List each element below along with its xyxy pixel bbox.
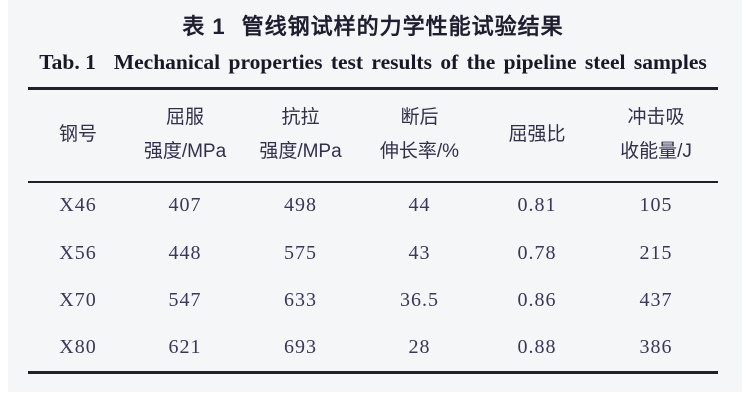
table-caption-en-text: Mechanical properties test results of th… (113, 50, 707, 74)
cell-grade: X80 (59, 336, 97, 359)
table-row-x80: X80 621 693 28 0.88 386 (28, 325, 718, 373)
column-header-yield-strength: 屈服 强度/MPa (143, 107, 227, 163)
table-row-x56: X56 448 575 43 0.78 215 (28, 229, 718, 277)
cell-yield-strength: 448 (168, 241, 202, 264)
cell-tensile-strength: 575 (284, 241, 317, 264)
cell-impact-energy: 437 (639, 289, 673, 312)
header-row: 钢号 屈服 强度/MPa 抗拉 强度/MPa 断后 伸长率/% (28, 89, 718, 182)
cell-elongation: 36.5 (400, 289, 439, 312)
cell-yield-ratio: 0.86 (517, 289, 557, 312)
column-header-impact-energy: 冲击吸 收能量/J (620, 107, 692, 163)
cell-yield-strength: 621 (168, 336, 202, 359)
table-caption-zh-label: 表 1 (182, 14, 226, 39)
cell-impact-energy: 215 (639, 241, 673, 264)
cell-grade: X46 (59, 194, 97, 217)
table-caption-en: Tab. 1 Mechanical properties test result… (8, 50, 738, 75)
cell-tensile-strength: 633 (284, 289, 317, 312)
cell-impact-energy: 386 (639, 336, 673, 359)
table-row-x46: X46 407 498 44 0.81 105 (28, 182, 718, 230)
cell-yield-ratio: 0.78 (517, 241, 557, 264)
table-caption-zh-text: 管线钢试样的力学性能试验结果 (241, 14, 564, 39)
cell-grade: X56 (59, 241, 97, 264)
cell-elongation: 28 (408, 336, 431, 359)
cell-tensile-strength: 693 (284, 336, 317, 359)
mechanical-properties-table: 钢号 屈服 强度/MPa 抗拉 强度/MPa 断后 伸长率/% (28, 87, 718, 374)
table-header: 钢号 屈服 强度/MPa 抗拉 强度/MPa 断后 伸长率/% (28, 89, 718, 182)
cell-elongation: 44 (408, 194, 431, 217)
column-header-elongation: 断后 伸长率/% (379, 107, 460, 163)
cell-elongation: 43 (408, 241, 431, 264)
cell-yield-strength: 547 (168, 289, 202, 312)
cell-yield-ratio: 0.88 (517, 336, 557, 359)
table-body: X46 407 498 44 0.81 105 X56 448 575 43 0… (28, 182, 718, 373)
table-caption-en-label: Tab. 1 (39, 50, 96, 74)
cell-yield-strength: 407 (168, 194, 202, 217)
column-header-yield-ratio: 屈强比 (508, 124, 566, 146)
cell-yield-ratio: 0.81 (517, 194, 557, 217)
cell-grade: X70 (59, 289, 97, 312)
scanned-table-figure: 表 1 管线钢试样的力学性能试验结果 Tab. 1 Mechanical pro… (8, 0, 742, 392)
column-header-tensile-strength: 抗拉 强度/MPa (259, 107, 342, 163)
table-caption-zh: 表 1 管线钢试样的力学性能试验结果 (28, 9, 718, 41)
cell-impact-energy: 105 (639, 194, 673, 217)
column-header-grade: 钢号 (58, 124, 97, 146)
table-row-x70: X70 547 633 36.5 0.86 437 (28, 277, 718, 325)
cell-tensile-strength: 498 (284, 194, 317, 217)
